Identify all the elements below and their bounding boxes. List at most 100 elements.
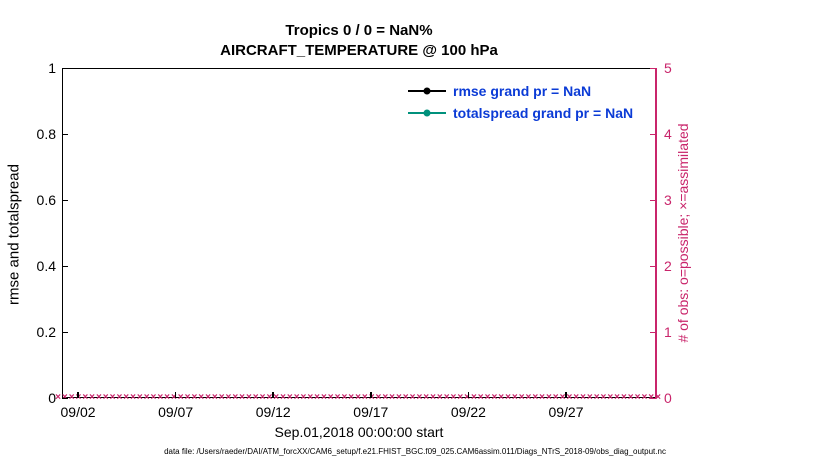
left-y-tickmark <box>62 397 68 399</box>
assimilated-zero-marker: × <box>375 392 382 403</box>
assimilated-zero-marker: × <box>198 392 205 403</box>
assimilated-zero-marker: × <box>205 392 211 403</box>
legend-dot-marker <box>423 87 431 95</box>
assimilated-zero-marker: × <box>177 392 184 403</box>
assimilated-zero-marker: × <box>55 392 61 403</box>
assimilated-zero-marker: × <box>314 392 320 403</box>
legend: rmse grand pr = NaN totalspread grand pr … <box>408 80 633 124</box>
plot-title-line1: Tropics 0 / 0 = NaN% <box>285 22 433 39</box>
assimilated-zero-marker: × <box>348 392 355 403</box>
right-y-tick-label: 2 <box>664 258 672 274</box>
assimilated-zero-marker: × <box>68 392 75 403</box>
legend-label: rmse grand pr = NaN <box>453 83 592 99</box>
assimilated-zero-marker: × <box>82 392 89 403</box>
assimilated-zero-marker: × <box>320 392 327 403</box>
x-tick-label: 09/02 <box>60 404 96 420</box>
assimilated-zero-marker: × <box>109 392 116 403</box>
assimilated-zero-marker: × <box>430 392 436 403</box>
assimilated-zero-marker: × <box>402 392 409 403</box>
assimilated-zero-marker: × <box>280 392 286 403</box>
assimilated-zero-marker: × <box>95 392 102 403</box>
assimilated-zero-marker: × <box>116 392 123 403</box>
left-y-tickmark <box>62 199 68 201</box>
assimilated-zero-marker: × <box>580 392 586 403</box>
assimilated-zero-marker: × <box>136 392 143 403</box>
left-y-tickmark <box>62 331 68 333</box>
assimilated-zero-marker: × <box>252 392 259 403</box>
assimilated-zero-marker: × <box>382 392 389 403</box>
assimilated-zero-marker: × <box>627 392 634 403</box>
left-y-tick-label: 0.2 <box>36 324 56 340</box>
assimilated-zero-marker: × <box>593 392 600 403</box>
assimilated-zero-marker: × <box>239 392 245 403</box>
legend-row: rmse grand pr = NaN <box>408 80 633 102</box>
left-y-tick-label: 1 <box>48 60 56 76</box>
assimilated-zero-marker: × <box>102 392 109 403</box>
assimilated-zero-marker: × <box>559 392 566 403</box>
left-y-axis-label: rmse and totalspread <box>5 164 23 305</box>
x-axis-label: Sep.01,2018 00:00:00 start <box>274 424 444 440</box>
assimilated-zero-marker: × <box>552 392 559 403</box>
assimilated-zero-marker: × <box>225 392 232 403</box>
assimilated-zero-marker: × <box>532 392 539 403</box>
assimilated-zero-marker: × <box>232 392 239 403</box>
assimilated-zero-marker: × <box>171 393 177 403</box>
assimilated-zero-marker: × <box>470 392 477 403</box>
assimilated-zero-marker: × <box>164 392 170 403</box>
right-y-tickmark <box>650 265 656 267</box>
assimilated-zero-marker: × <box>89 392 95 403</box>
assimilated-zero-marker: × <box>607 392 614 403</box>
legend-row: totalspread grand pr = NaN <box>408 102 633 124</box>
assimilated-zero-marker: × <box>143 392 150 403</box>
x-tickmark <box>467 392 470 398</box>
left-y-tickmark <box>62 67 68 69</box>
assimilated-zero-marker: × <box>539 392 545 403</box>
right-axis-line <box>655 68 657 398</box>
right-y-tick-label: 3 <box>664 192 672 208</box>
assimilated-zero-marker: × <box>355 392 361 403</box>
assimilated-zero-marker: × <box>259 392 266 403</box>
assimilated-zero-marker: × <box>184 392 191 403</box>
right-y-tickmark <box>650 67 656 69</box>
assimilated-zero-marker: × <box>307 392 314 403</box>
left-y-tickmark <box>62 133 68 135</box>
assimilated-zero-marker: × <box>511 392 518 403</box>
assimilated-zero-marker: × <box>566 392 573 403</box>
assimilated-zero-marker: × <box>416 392 423 403</box>
legend-label: totalspread grand pr = NaN <box>453 105 634 121</box>
right-y-tickmark <box>650 133 656 135</box>
assimilated-zero-marker: × <box>218 392 225 403</box>
assimilated-zero-marker: × <box>211 392 218 403</box>
assimilated-zero-marker: × <box>518 392 525 403</box>
assimilated-zero-marker: × <box>505 392 511 403</box>
plot-title-line2: AIRCRAFT_TEMPERATURE @ 100 hPa <box>220 42 498 59</box>
right-y-tickmark <box>650 331 656 333</box>
assimilated-zero-marker: × <box>389 392 395 403</box>
legend-line-sample <box>408 87 446 95</box>
x-tickmark <box>77 392 79 398</box>
data-file-path: data file: /Users/raeder/DAI/ATM_forcXX/… <box>164 447 666 456</box>
x-tick-label: 09/17 <box>353 404 389 420</box>
assimilated-zero-marker: × <box>266 392 273 403</box>
assimilated-zero-marker: × <box>368 392 375 403</box>
x-tick-label: 09/12 <box>255 404 291 420</box>
left-y-tick-label: 0.8 <box>36 126 56 142</box>
assimilated-zero-marker: × <box>341 392 348 403</box>
left-y-tick-label: 0.6 <box>36 192 56 208</box>
assimilated-zero-marker: × <box>655 392 661 403</box>
assimilated-zero-marker: × <box>300 392 307 403</box>
left-y-tick-label: 0.4 <box>36 258 56 274</box>
left-y-tickmark <box>62 265 68 267</box>
right-y-tick-label: 4 <box>664 126 672 142</box>
assimilated-zero-marker: × <box>273 392 280 403</box>
assimilated-zero-marker: × <box>545 392 552 403</box>
right-y-tick-label: 5 <box>664 60 672 76</box>
right-y-tickmark <box>650 397 656 399</box>
assimilated-zero-marker: × <box>150 392 157 403</box>
assimilated-zero-marker: × <box>620 392 627 403</box>
right-y-tickmark <box>650 199 656 201</box>
assimilated-zero-marker: × <box>130 392 136 403</box>
right-y-tick-label: 0 <box>664 390 672 406</box>
assimilated-zero-marker: × <box>157 392 164 403</box>
